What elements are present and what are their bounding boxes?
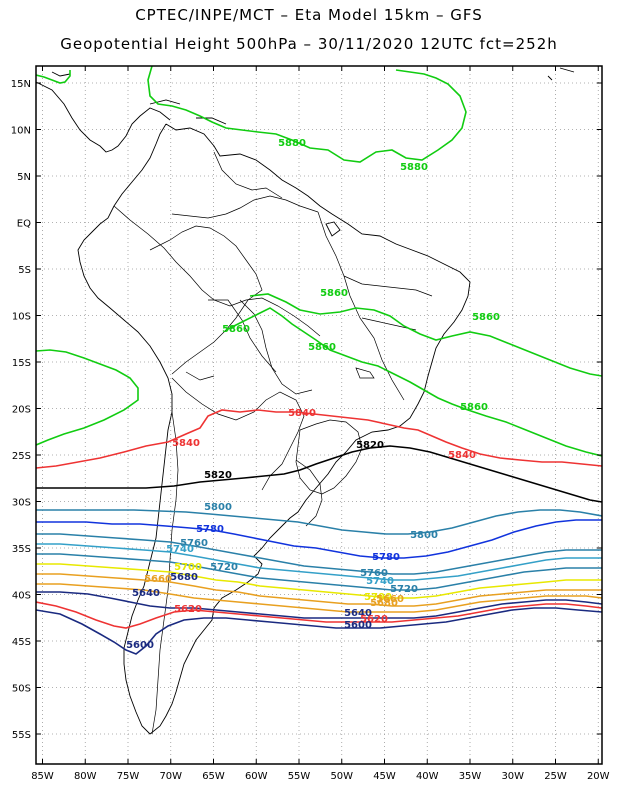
lat-label: 50S [12,684,31,695]
contour-label-5840: 5840 [288,408,316,419]
contour-label-5820: 5820 [356,440,384,451]
contour-label-5880: 5880 [400,162,428,173]
contour-label-5800: 5800 [204,502,232,513]
title-line-1: CPTEC/INPE/MCT – Eta Model 15km – GFS [135,6,483,24]
contour-label-5640: 5640 [344,608,372,619]
contour-label-5760: 5760 [180,538,208,549]
contour-label-5660: 5660 [144,574,172,585]
axis-ticks [36,66,602,764]
contour-5780 [36,519,602,559]
contour-label-5700: 5700 [364,592,392,603]
lon-label: 75W [117,771,140,782]
lon-label: 25W [544,771,567,782]
lon-label: 50W [330,771,353,782]
contour-label-5780: 5780 [372,552,400,563]
lon-label: 45W [373,771,396,782]
lon-label: 60W [245,771,268,782]
contour-label-5860: 5860 [320,288,348,299]
lat-label: 40S [12,591,31,602]
lat-label: 10N [11,126,31,137]
contour-label-5760: 5760 [360,568,388,579]
contour-5640 [36,591,602,619]
lat-label: 30S [12,498,31,509]
lon-label: 20W [587,771,610,782]
lon-label: 40W [416,771,439,782]
contour-label-5700: 5700 [174,562,202,573]
lat-label: 55S [12,730,31,741]
lat-label: 25S [12,451,31,462]
central-america-outline [36,81,171,153]
contour-label-5620: 5620 [360,614,388,625]
graticule [36,66,602,764]
lon-label: 80W [74,771,97,782]
contour-5820 [36,445,602,503]
contour-label-5600: 5600 [126,640,154,651]
lat-label: 20S [12,405,31,416]
lat-label: 5N [17,172,31,183]
contour-label-5860: 5860 [472,312,500,323]
caribbean-outline [51,71,227,125]
contour-5740 [36,543,602,581]
contour-label-5600: 5600 [344,620,372,631]
contour-5700 [36,563,602,599]
contour-label-5860: 5860 [460,402,488,413]
contour-5620 [36,601,602,629]
contour-5660 [36,583,602,613]
contour-label-5680: 5680 [170,572,198,583]
islands-outline [325,67,575,237]
contour-label-5780: 5780 [196,524,224,535]
lat-label: 15N [11,79,31,90]
contour-5880 [36,66,467,163]
contour-label-5620: 5620 [174,604,202,615]
lon-label: 85W [31,771,54,782]
lon-label: 30W [501,771,524,782]
lat-label: 5S [18,265,31,276]
latitude-labels: 15N 10N 5N EQ 5S 10S 15S 20S 25S 30S 35S 40S 45S 50S 5… [11,79,31,741]
map-frame [35,65,603,765]
lon-label: 35W [459,771,482,782]
contour-lines [36,66,602,655]
contour-label-5640: 5640 [132,588,160,599]
lat-label: 15S [12,358,31,369]
contour-label-5720: 5720 [210,562,238,573]
contour-labels: 5880 5880 5860 5860 5860 5860 5860 5840 5840 5840… [126,138,500,651]
lon-label: 70W [159,771,182,782]
contour-label-5660: 5660 [376,594,404,605]
south-america-outline [77,123,471,735]
lon-label: 65W [202,771,225,782]
contour-5860 [36,293,602,457]
contour-label-5820: 5820 [204,470,232,481]
contour-5800 [36,509,602,535]
contour-5600 [36,607,602,655]
contour-label-5740: 5740 [366,576,394,587]
contour-label-5800: 5800 [410,530,438,541]
lat-label: 10S [12,312,31,323]
longitude-labels: 85W 80W 75W 70W 65W 60W 55W 50W 45W 40W 35W 30W 25W 2… [31,771,609,782]
contour-label-5720: 5720 [390,584,418,595]
contour-label-5680: 5680 [370,598,398,609]
title-line-2: Geopotential Height 500hPa – 30/11/2020 … [60,35,558,53]
contour-label-5860: 5860 [308,342,336,353]
contour-label-5840: 5840 [172,438,200,449]
lat-label: 45S [12,637,31,648]
lon-label: 55W [288,771,311,782]
contour-label-5880: 5880 [278,138,306,149]
contour-5840 [36,409,602,469]
contour-5720 [36,553,602,591]
contour-5760 [36,533,602,575]
lat-label: EQ [17,219,31,230]
contour-label-5740: 5740 [166,544,194,555]
contour-label-5840: 5840 [448,450,476,461]
coastline [36,67,575,735]
contour-5680 [36,573,602,607]
contour-label-5860: 5860 [222,324,250,335]
lat-label: 35S [12,544,31,555]
